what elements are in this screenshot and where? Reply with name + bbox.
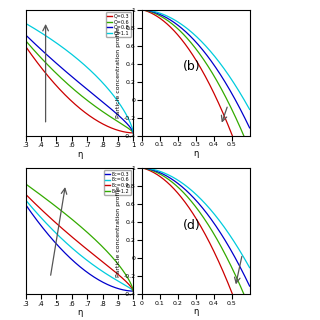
X-axis label: η: η (77, 308, 82, 317)
X-axis label: η: η (193, 149, 198, 158)
X-axis label: η: η (193, 307, 198, 316)
Legend: Q=0.3, Q=0.6, Q=0.8, Q=1.1: Q=0.3, Q=0.6, Q=0.8, Q=1.1 (106, 12, 131, 37)
Y-axis label: Particle concentration profile: Particle concentration profile (116, 28, 121, 118)
Text: (b): (b) (183, 60, 200, 73)
X-axis label: η: η (77, 150, 82, 159)
Y-axis label: Particle concentration profile: Particle concentration profile (116, 186, 121, 276)
Text: (d): (d) (183, 219, 201, 232)
Legend: Ec=0.3, Ec=0.6, Ec=0.9, Ec=1.2: Ec=0.3, Ec=0.6, Ec=0.9, Ec=1.2 (104, 170, 131, 195)
